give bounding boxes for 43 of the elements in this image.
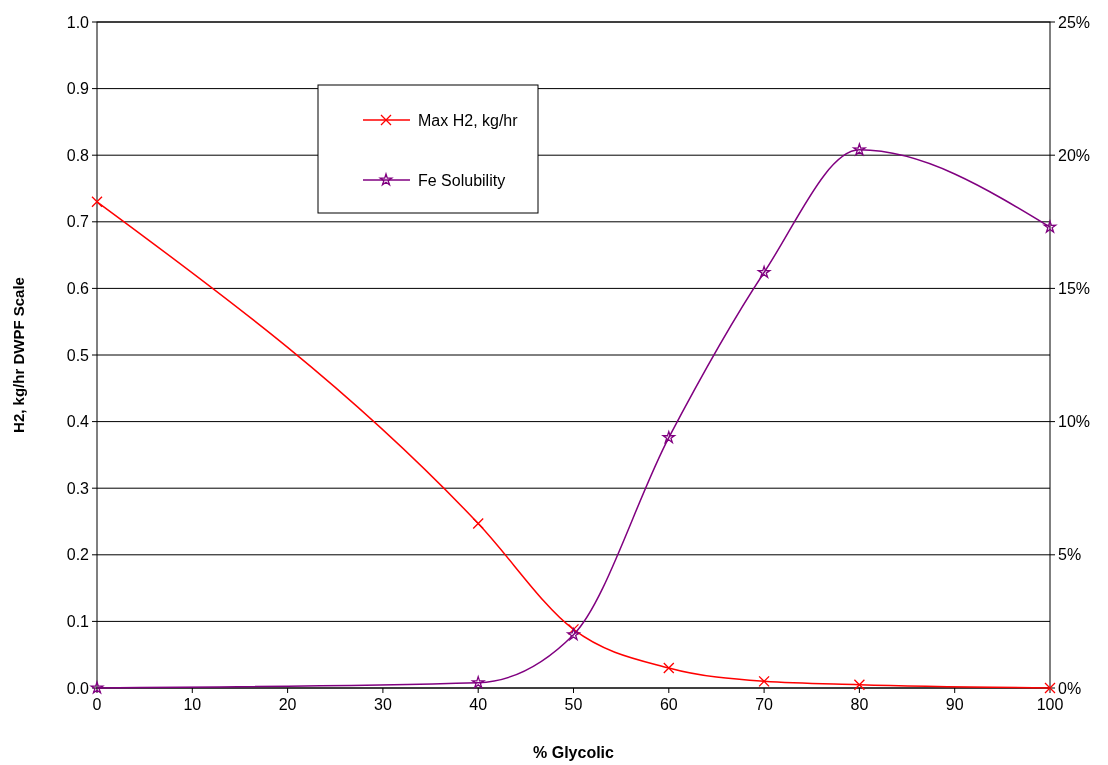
point <box>758 675 770 687</box>
point <box>1044 682 1056 694</box>
x-tick-label: 100 <box>1036 696 1064 713</box>
x-tick-label: 20 <box>278 696 297 713</box>
y2-tick-label: 5% <box>1058 546 1082 564</box>
x-tick-label: 40 <box>469 696 488 713</box>
y-tick-label: 0.3 <box>66 479 90 497</box>
x-axis-title: % Glycolic <box>533 744 615 761</box>
x-tick-label: 60 <box>659 696 678 713</box>
point <box>663 662 675 674</box>
y2-tick-label: 10% <box>1058 413 1091 431</box>
y-tick-label: 0.2 <box>66 546 90 564</box>
x-tick-label: 0 <box>92 696 102 713</box>
y-tick-label: 1.0 <box>66 13 90 31</box>
y2-tick-label: 20% <box>1058 146 1091 164</box>
x-tick-label: 80 <box>850 696 869 713</box>
x-tick-label: 70 <box>755 696 774 713</box>
point <box>91 196 103 208</box>
y-axis-title: H2, kg/hr DWPF Scale <box>10 277 27 433</box>
x-tick-label: 10 <box>183 696 202 713</box>
point <box>1043 220 1057 233</box>
x-tick-label: 50 <box>564 696 583 713</box>
x-tick-label: 90 <box>945 696 964 713</box>
y2-tick-label: 0% <box>1058 679 1082 697</box>
point <box>662 430 676 444</box>
y-tick-label: 0.4 <box>66 413 90 431</box>
point <box>853 679 866 691</box>
y-tick-label: 0.0 <box>66 679 90 697</box>
y-tick-label: 0.7 <box>66 213 90 231</box>
legend-label: Max H2, kg/hr <box>418 111 519 129</box>
point <box>90 681 104 694</box>
x-tick-label: 30 <box>374 696 392 713</box>
legend-label: Fe Solubility <box>418 171 506 189</box>
y-tick-label: 0.5 <box>66 346 90 364</box>
y2-tick-label: 25% <box>1058 13 1091 31</box>
y-tick-label: 0.6 <box>66 280 90 297</box>
point <box>757 265 771 278</box>
y-tick-label: 0.1 <box>66 613 90 630</box>
point <box>471 676 485 689</box>
y2-tick-label: 15% <box>1058 280 1091 297</box>
y-tick-label: 0.9 <box>66 80 90 98</box>
point <box>472 517 484 530</box>
y-tick-label: 0.8 <box>66 146 90 164</box>
